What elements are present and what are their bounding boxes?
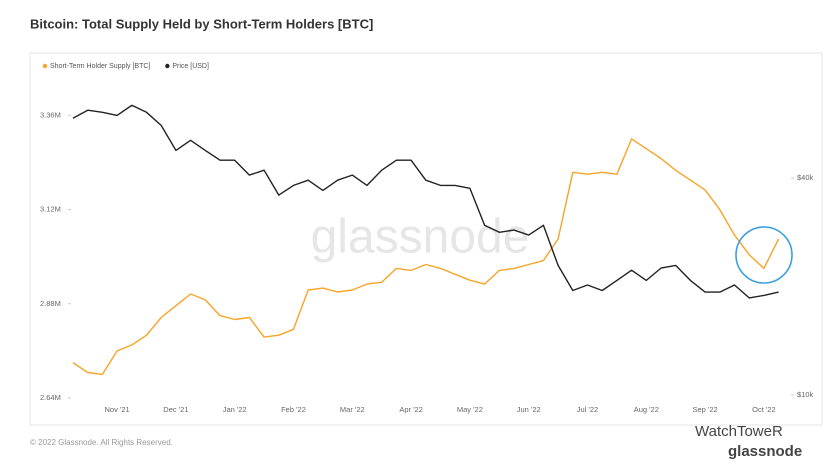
x-tick-label: Feb '22 xyxy=(281,405,306,414)
y-tick-label: 2.88M xyxy=(40,299,61,308)
x-tick-label: Aug '22 xyxy=(634,405,659,414)
x-tick-label: Nov '21 xyxy=(104,405,129,414)
x-tick-label: May '22 xyxy=(457,405,483,414)
legend-marker xyxy=(165,63,170,69)
y-tick-label: 3.12M xyxy=(40,205,61,214)
x-tick-label: Jan '22 xyxy=(223,405,247,414)
y2-tick-label: $40k xyxy=(797,173,814,182)
panel xyxy=(29,52,823,426)
x-tick-label: Mar '22 xyxy=(340,405,365,414)
plot: 2.64M 2.88M 3.12M 3.36M $10k $40k Nov '21 Dec '… xyxy=(40,104,814,414)
x-tick-label: Dec '21 xyxy=(163,405,188,414)
legend-label: Short-Term Holder Supply [BTC] xyxy=(50,63,150,70)
x-tick-label: Sep '22 xyxy=(692,405,717,414)
series-line xyxy=(72,138,780,376)
legend-marker xyxy=(42,63,48,69)
brand: glassnode xyxy=(728,443,802,460)
watermark: glassnode xyxy=(311,211,530,264)
chart-title: Bitcoin: Total Supply Held by Short-Term… xyxy=(30,16,373,31)
y-tick-label: 2.64M xyxy=(40,393,61,402)
copyright: © 2022 Glassnode. All Rights Reserved. xyxy=(30,438,173,447)
x-tick-label: Oct '22 xyxy=(752,405,776,414)
highlight-circle xyxy=(735,226,793,284)
x-tick-label: Jul '22 xyxy=(577,405,598,414)
y2-tick-label: $10k xyxy=(797,390,814,399)
legend: Short-Term Holder Supply [BTC] Price [USD… xyxy=(42,63,209,70)
series-line xyxy=(72,104,779,299)
y-tick-label: 3.36M xyxy=(40,110,61,119)
x-tick-label: Apr '22 xyxy=(399,405,423,414)
x-tick-label: Jun '22 xyxy=(517,405,541,414)
legend-label: Price [USD] xyxy=(172,63,209,70)
channel-name: WatchToweR xyxy=(695,423,783,440)
